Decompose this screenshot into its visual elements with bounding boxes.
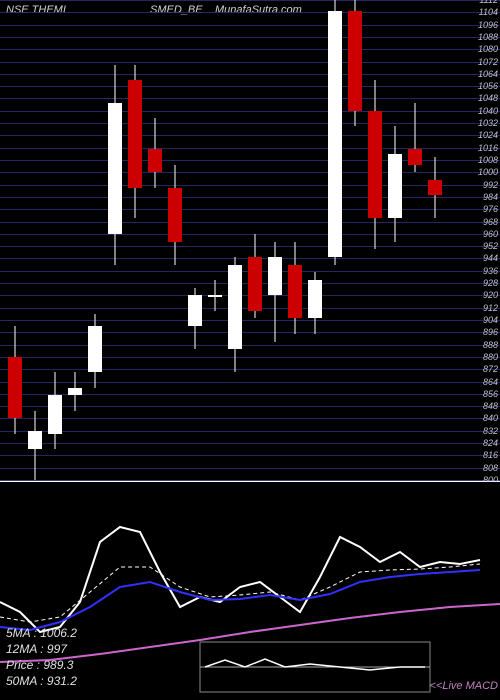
y-axis-label: 1040 [478,106,498,116]
candle [148,0,162,480]
y-axis-label: 984 [483,192,498,202]
y-axis-label: 1088 [478,32,498,42]
y-axis-label: 1112 [479,0,498,5]
y-axis-label: 880 [483,352,498,362]
y-axis-label: 864 [483,377,498,387]
series-Price [0,570,480,630]
y-axis-label: 848 [483,401,498,411]
candle [228,0,242,480]
candle [428,0,442,480]
candle [28,0,42,480]
y-axis-label: 1080 [478,44,498,54]
macd-label: <<Live MACD [430,680,498,692]
candle [108,0,122,480]
y-axis-label: 888 [483,340,498,350]
candle [168,0,182,480]
y-axis-label: 1104 [479,7,498,17]
chart-container: NSE THEMI SMED_BE MunafaSutra.com 800808… [0,0,500,700]
y-axis-label: 1048 [478,93,498,103]
y-axis-label: 960 [483,229,498,239]
y-axis-label: 928 [483,278,498,288]
y-axis-label: 896 [483,327,498,337]
y-axis-label: 992 [483,180,498,190]
y-axis-label: 1072 [478,57,498,67]
y-axis-label: 944 [483,253,498,263]
price-label: Price : 989.3 [6,658,73,672]
y-axis-label: 912 [483,303,498,313]
y-axis-label: 1016 [478,143,498,153]
y-axis-label: 816 [483,450,498,460]
candle [8,0,22,480]
y-axis-label: 832 [483,426,498,436]
y-axis-label: 936 [483,266,498,276]
candle [348,0,362,480]
candle [268,0,282,480]
y-axis-label: 840 [483,413,498,423]
candle [128,0,142,480]
candle [88,0,102,480]
y-axis-label: 1024 [478,130,498,140]
y-axis-label: 1096 [478,20,498,30]
y-axis-label: 1056 [478,81,498,91]
candle [328,0,342,480]
candle [48,0,62,480]
ma5-label: 5MA : 1006.2 [6,626,77,640]
candle [308,0,322,480]
candle [68,0,82,480]
candle [208,0,222,480]
y-axis-label: 856 [483,389,498,399]
y-axis-label: 1064 [478,69,498,79]
y-axis-label: 920 [483,290,498,300]
ma12-label: 12MA : 997 [6,642,67,656]
y-axis-label: 824 [483,438,498,448]
ma50-label: 50MA : 931.2 [6,674,77,688]
candle [408,0,422,480]
macd-line [205,659,425,670]
y-axis-label: 976 [483,204,498,214]
y-axis-label: 872 [483,364,498,374]
candle [188,0,202,480]
y-axis-label: 952 [483,241,498,251]
candle [248,0,262,480]
y-axis-label: 904 [483,315,498,325]
grid-line [0,480,500,481]
y-axis-label: 808 [483,463,498,473]
candle [388,0,402,480]
y-axis-label: 1000 [478,167,498,177]
y-axis-label: 1008 [478,155,498,165]
indicator-chart: 5MA : 1006.2 12MA : 997 Price : 989.3 50… [0,482,500,700]
y-axis-label: 968 [483,217,498,227]
candlestick-chart: NSE THEMI SMED_BE MunafaSutra.com 800808… [0,0,500,480]
candle [368,0,382,480]
y-axis-label: 1032 [478,118,498,128]
candle [288,0,302,480]
